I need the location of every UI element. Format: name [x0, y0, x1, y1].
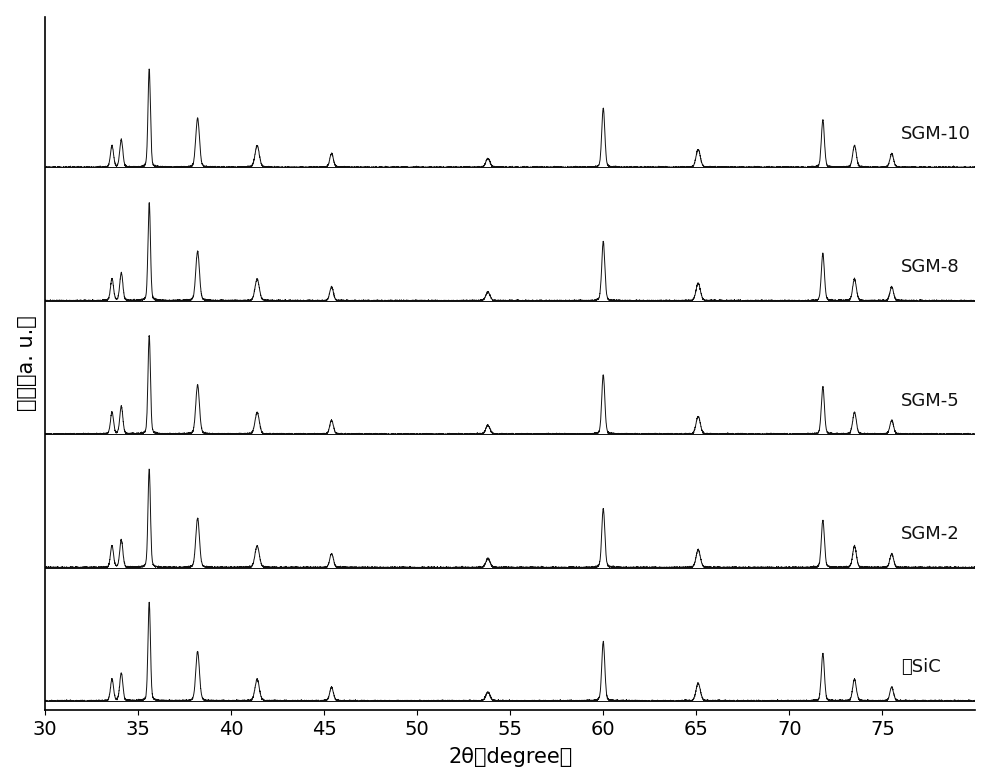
Text: 绯SiC: 绯SiC [901, 659, 941, 677]
Text: SGM-5: SGM-5 [901, 391, 960, 409]
Y-axis label: 强度（a. u.）: 强度（a. u.） [17, 316, 37, 412]
Text: SGM-8: SGM-8 [901, 258, 960, 276]
Text: SGM-2: SGM-2 [901, 525, 960, 543]
X-axis label: 2θ（degree）: 2θ（degree） [448, 747, 572, 768]
Text: SGM-10: SGM-10 [901, 125, 971, 143]
